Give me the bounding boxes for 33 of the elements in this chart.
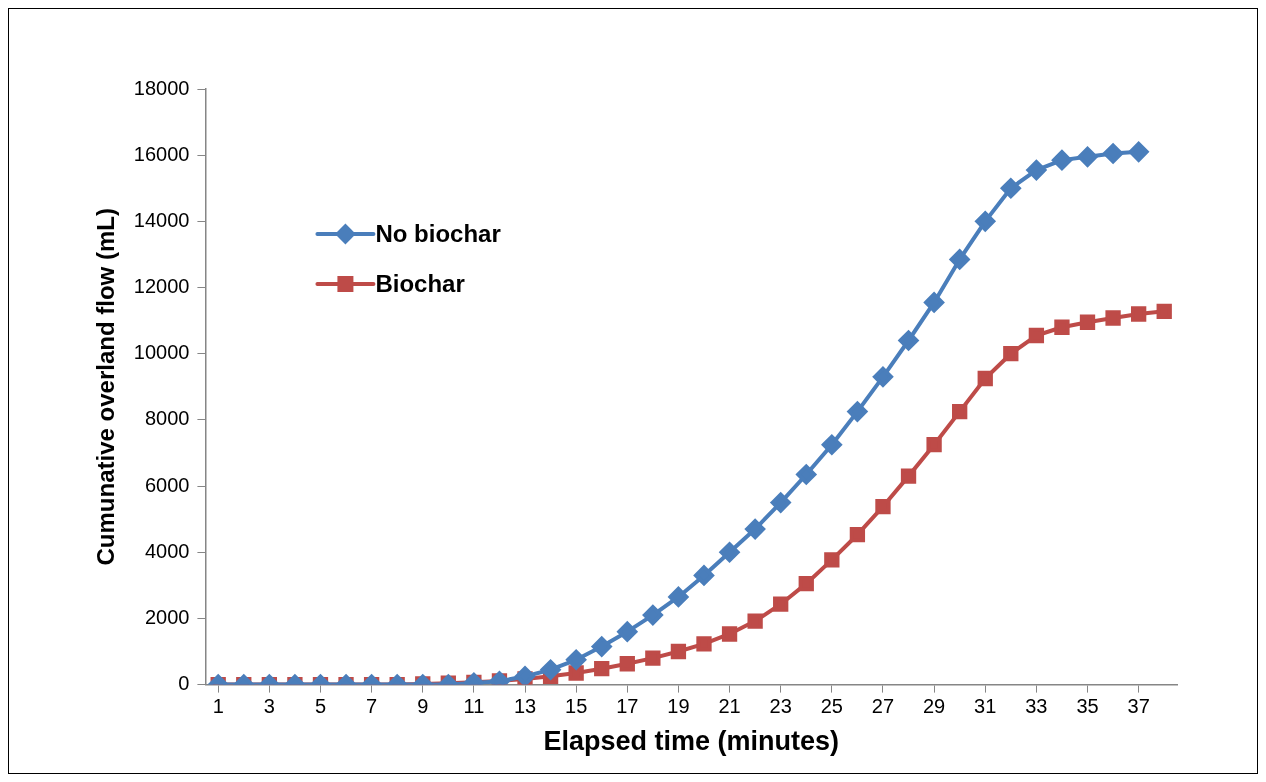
x-tick-label: 33 (1025, 695, 1048, 718)
y-tick-label: 0 (178, 672, 190, 695)
x-tick-label: 23 (769, 695, 792, 718)
x-tick-label: 13 (513, 695, 537, 718)
x-tick-label: 9 (417, 695, 429, 718)
y-tick-label: 14000 (133, 208, 190, 231)
x-axis-title: Elapsed time (minutes) (543, 726, 839, 757)
y-tick-label: 10000 (133, 341, 190, 364)
x-tick-label: 1 (212, 695, 224, 718)
x-tick-label: 19 (667, 695, 690, 718)
x-tick-label: 7 (366, 695, 378, 718)
y-tick-label: 6000 (144, 473, 190, 496)
x-tick-label: 35 (1076, 695, 1099, 718)
y-axis-title: Cumunative overland flow (mL) (92, 208, 120, 566)
y-tick-label: 18000 (133, 76, 190, 99)
x-tick-label: 31 (974, 695, 997, 718)
x-tick-label: 15 (565, 695, 588, 718)
x-tick-label: 11 (463, 695, 485, 718)
y-tick-label: 4000 (144, 539, 190, 562)
x-tick-label: 27 (871, 695, 895, 718)
legend-label: No biochar (375, 219, 501, 247)
x-tick-label: 37 (1127, 695, 1150, 718)
y-tick-label: 2000 (144, 605, 190, 628)
x-tick-label: 5 (314, 695, 327, 718)
x-tick-label: 3 (263, 695, 275, 718)
x-tick-label: 29 (922, 695, 946, 718)
y-tick-label: 16000 (133, 142, 190, 165)
x-tick-label: 25 (820, 695, 843, 718)
legend-label: Biochar (375, 269, 465, 297)
y-tick-label: 12000 (133, 275, 190, 298)
x-tick-label: 21 (718, 695, 741, 718)
y-tick-label: 8000 (144, 407, 190, 430)
x-tick-label: 17 (616, 695, 639, 718)
